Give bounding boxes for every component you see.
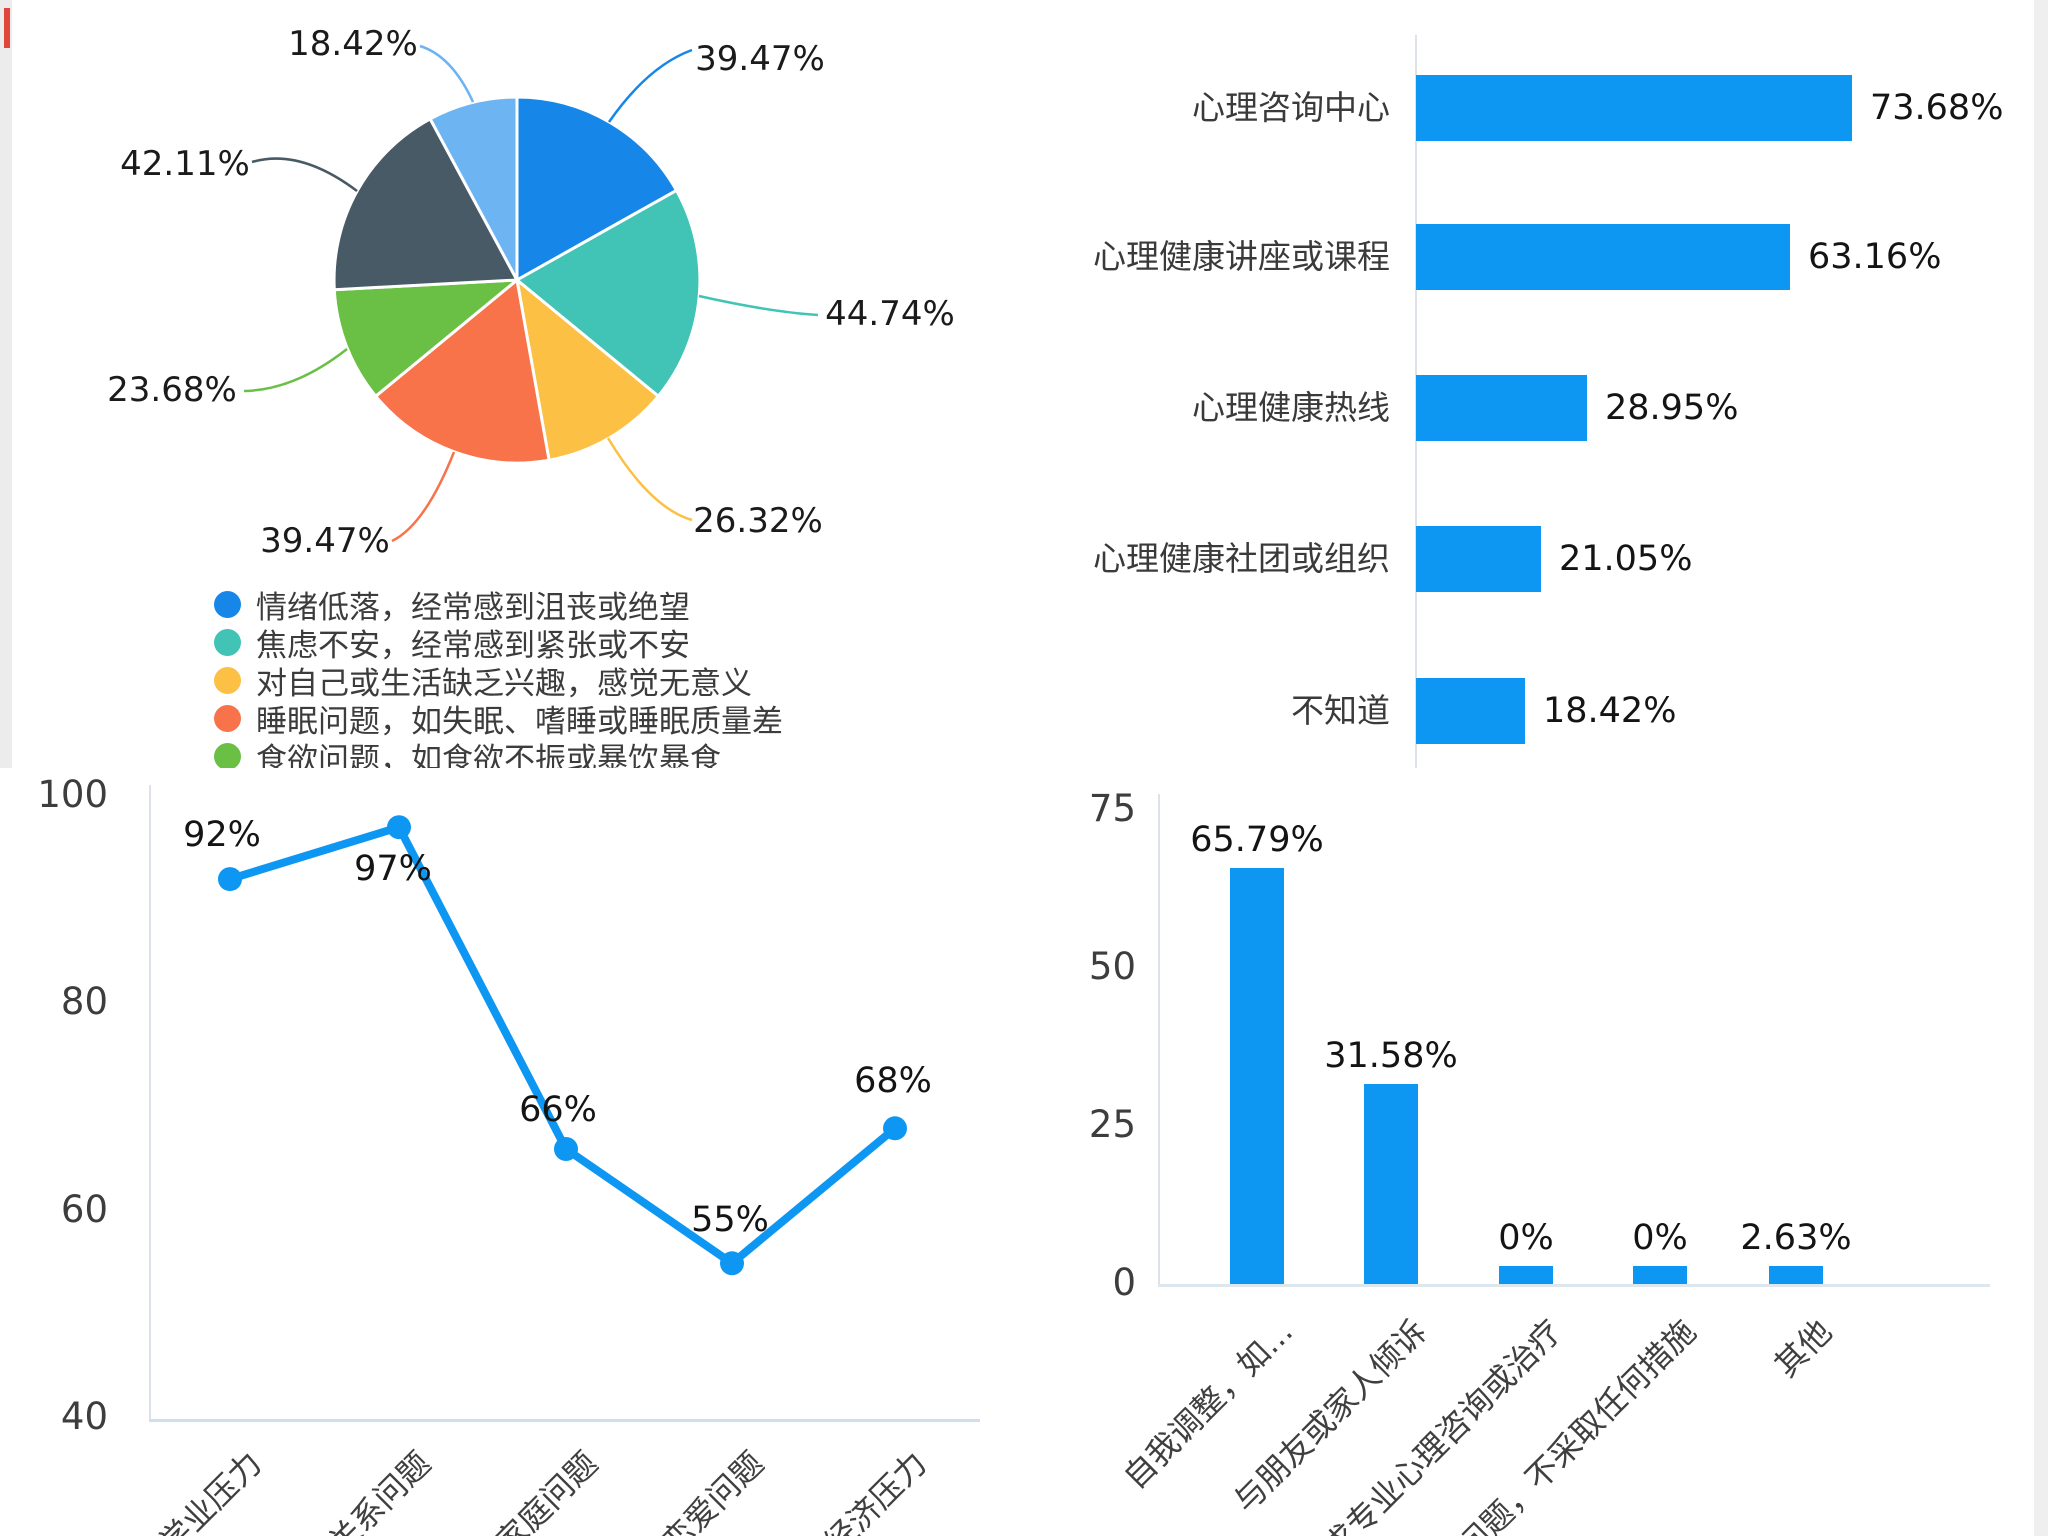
bar[interactable]	[1416, 526, 1541, 592]
legend-label: 睡眠问题，如失眠、嗜睡或睡眠质量差	[256, 703, 783, 740]
slide-edge-strip	[0, 0, 12, 768]
pie-callout-line	[607, 48, 693, 123]
pie-svg	[243, 44, 819, 543]
resources-bar-chart: 心理咨询中心 73.68% 心理健康讲座或课程 63.16% 心理健康热线 28.95% 心…	[1024, 0, 2048, 768]
y-axis-line	[1158, 794, 1160, 1284]
pie-percent-label: 39.47%	[260, 521, 390, 561]
bar[interactable]	[1769, 1266, 1823, 1284]
hbar-category-label: 心理健康热线	[1192, 388, 1390, 427]
legend-color-dot	[214, 590, 241, 618]
bar-value-label: 18.42%	[1543, 691, 1677, 731]
stress-line-chart: 100 80 60 40 92% 97% 66% 55% 68% 学业压力 人际关系问题 家庭问题…	[0, 768, 1024, 1536]
bar[interactable]	[1416, 75, 1852, 141]
line-point[interactable]	[218, 867, 242, 892]
y-axis-tick-label: 100	[37, 773, 108, 816]
legend-item[interactable]: 焦虑不安，经常感到紧张或不安	[214, 623, 690, 664]
y-axis-tick-label: 50	[1088, 945, 1136, 988]
pie-callout-line	[606, 437, 693, 522]
bar-value-label: 0%	[1498, 1218, 1554, 1258]
pie-percent-label: 44.74%	[825, 294, 955, 334]
hbar-category-label: 不知道	[1291, 691, 1390, 730]
pie-percent-label: 26.32%	[693, 501, 823, 541]
bar[interactable]	[1633, 1266, 1687, 1284]
bar[interactable]	[1364, 1084, 1418, 1284]
y-axis-tick-label: 0	[1112, 1261, 1136, 1304]
point-value-label: 66%	[519, 1090, 597, 1131]
pie-callout-line	[419, 44, 475, 103]
legend-color-dot	[214, 628, 241, 656]
legend-item[interactable]: 情绪低落，经常感到沮丧或绝望	[214, 585, 690, 626]
y-axis-line	[149, 785, 151, 1419]
hbar-category-label: 心理健康讲座或课程	[1093, 237, 1390, 276]
bar[interactable]	[1230, 868, 1284, 1284]
pie-callout-line	[391, 451, 456, 543]
legend-item[interactable]: 睡眠问题，如失眠、嗜睡或睡眠质量差	[214, 699, 783, 740]
bar[interactable]	[1499, 1266, 1553, 1284]
pie-callout-line	[698, 294, 819, 317]
hbar-category-label: 心理咨询中心	[1192, 88, 1390, 127]
line-svg	[218, 815, 907, 1276]
y-axis-tick-label: 75	[1088, 787, 1136, 830]
pie-slice[interactable]	[374, 278, 551, 465]
coping-bar-chart: 75 50 25 0 65.79% 31.58% 0% 0% 2.63% 自我调整，如... 与…	[1024, 768, 2048, 1536]
legend-item[interactable]: 食欲问题，如食欲不振或暴饮暴食	[214, 737, 721, 768]
scrollbar-track[interactable]	[2034, 0, 2048, 1536]
legend-color-dot	[214, 704, 241, 732]
x-axis-line	[149, 1419, 980, 1422]
y-axis-tick-label: 25	[1088, 1103, 1136, 1146]
bar-value-label: 21.05%	[1559, 539, 1693, 579]
pie-percent-label: 39.47%	[695, 39, 825, 79]
line-point[interactable]	[720, 1251, 744, 1276]
x-axis-line	[1158, 1284, 1990, 1287]
legend-item[interactable]: 对自己或生活缺乏兴趣，感觉无意义	[214, 661, 752, 702]
bar-value-label: 73.68%	[1870, 88, 2004, 128]
y-axis-tick-label: 80	[60, 980, 108, 1023]
line-point[interactable]	[883, 1116, 907, 1141]
y-axis-tick-label: 40	[60, 1395, 108, 1438]
pie-callout-line	[251, 157, 358, 192]
bar-value-label: 28.95%	[1605, 388, 1739, 428]
legend-color-dot	[214, 742, 241, 768]
legend-label: 焦虑不安，经常感到紧张或不安	[256, 627, 690, 664]
bar-value-label: 2.63%	[1740, 1218, 1852, 1258]
pie-callout-line	[243, 348, 348, 393]
bar[interactable]	[1416, 678, 1525, 744]
pie-percent-label: 42.11%	[120, 144, 250, 184]
point-value-label: 68%	[854, 1061, 932, 1102]
bar[interactable]	[1416, 375, 1587, 441]
pie-slice[interactable]	[332, 278, 519, 398]
bar[interactable]	[1416, 224, 1790, 290]
point-value-label: 92%	[183, 815, 261, 856]
bar-value-label: 65.79%	[1190, 820, 1324, 860]
bar-value-label: 0%	[1632, 1218, 1688, 1258]
bar-value-label: 63.16%	[1808, 237, 1942, 277]
hbar-category-label: 心理健康社团或组织	[1093, 539, 1390, 578]
symptoms-pie-chart: 39.47% 44.74% 26.32% 39.47% 23.68% 42.11% 18.4…	[0, 0, 1024, 768]
line-point[interactable]	[554, 1137, 578, 1161]
red-corner-mark	[4, 8, 10, 48]
bar-value-label: 31.58%	[1324, 1036, 1458, 1076]
pie-percent-label: 23.68%	[107, 370, 237, 410]
point-value-label: 97%	[354, 849, 432, 890]
line-series	[226, 823, 899, 1268]
pie-slice[interactable]	[332, 117, 519, 292]
legend-label: 对自己或生活缺乏兴趣，感觉无意义	[256, 665, 752, 702]
line-point[interactable]	[387, 815, 411, 840]
pie-percent-label: 18.42%	[288, 24, 418, 64]
y-axis-tick-label: 60	[60, 1188, 108, 1231]
legend-label: 情绪低落，经常感到沮丧或绝望	[256, 589, 690, 626]
legend-label: 食欲问题，如食欲不振或暴饮暴食	[256, 741, 721, 769]
legend-color-dot	[214, 666, 241, 694]
point-value-label: 55%	[691, 1200, 769, 1241]
pie-slice[interactable]	[428, 95, 519, 282]
